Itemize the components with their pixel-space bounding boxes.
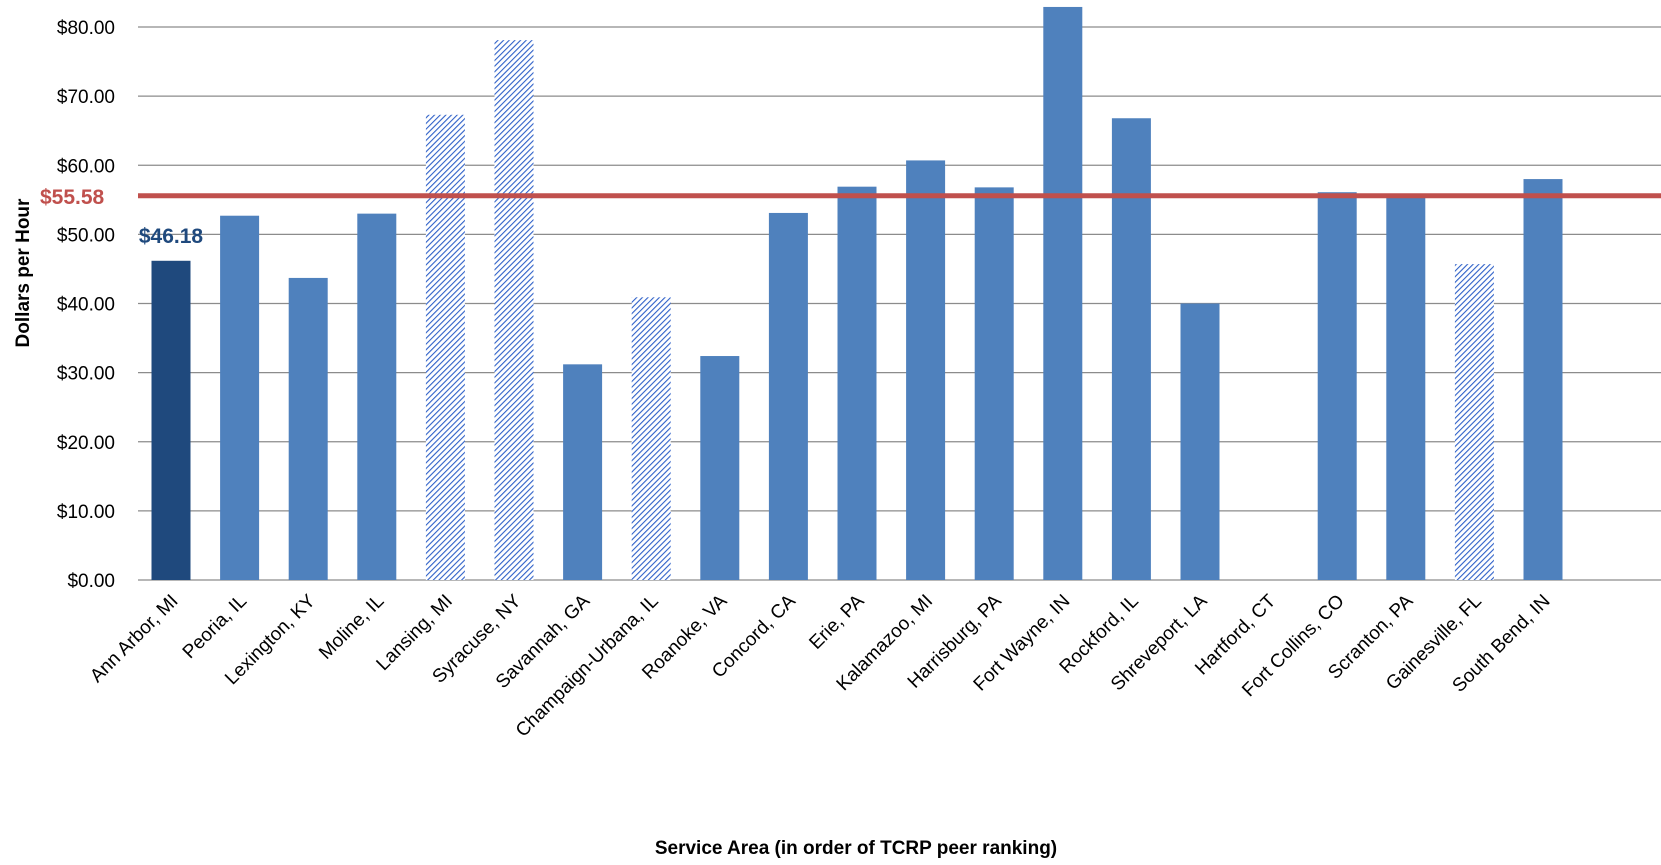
data-label: $46.18 <box>139 225 204 248</box>
y-tick-label: $50.00 <box>57 225 115 246</box>
bar <box>1043 6 1083 581</box>
bar <box>837 186 877 580</box>
bar <box>1111 118 1151 581</box>
bar <box>1180 303 1220 580</box>
bar <box>494 40 534 581</box>
y-tick-label: $0.00 <box>67 571 115 592</box>
bar <box>151 260 191 580</box>
y-tick-label: $40.00 <box>57 295 115 316</box>
y-tick-label: $30.00 <box>57 364 115 385</box>
bar <box>288 277 328 580</box>
bar <box>700 356 740 580</box>
x-tick-label: Erie, PA <box>805 590 868 653</box>
bar <box>425 114 465 580</box>
bar <box>220 215 260 580</box>
bar <box>1386 196 1426 580</box>
bar <box>1523 179 1563 580</box>
y-tick-label: $70.00 <box>57 87 115 108</box>
x-tick-label: Peoria, IL <box>179 591 251 663</box>
y-tick-label: $20.00 <box>57 433 115 454</box>
y-axis-ticks: $0.00 $10.00 $20.00 $30.00 $40.00 $50.00 $60.0… <box>57 18 115 592</box>
y-tick-label: $80.00 <box>57 18 115 39</box>
y-tick-label: $60.00 <box>57 156 115 177</box>
bar <box>974 187 1014 580</box>
bar <box>768 212 808 581</box>
y-axis-title: Dollars per Hour <box>13 198 34 347</box>
reference-line-group: $55.58 $46.18 <box>40 186 1661 248</box>
bar <box>906 160 946 580</box>
y-tick-label: $10.00 <box>57 502 115 523</box>
bar <box>357 213 397 580</box>
x-tick-label: Moline, IL <box>315 591 388 664</box>
bar <box>563 364 603 580</box>
bar <box>631 297 671 580</box>
reference-line-label: $55.58 <box>40 186 105 209</box>
bars <box>151 6 1563 581</box>
bar <box>1317 192 1357 581</box>
bar <box>1454 264 1494 580</box>
x-tick-label: Ann Arbor, MI <box>86 591 182 687</box>
x-axis-title: Service Area (in order of TCRP peer rank… <box>655 838 1057 859</box>
